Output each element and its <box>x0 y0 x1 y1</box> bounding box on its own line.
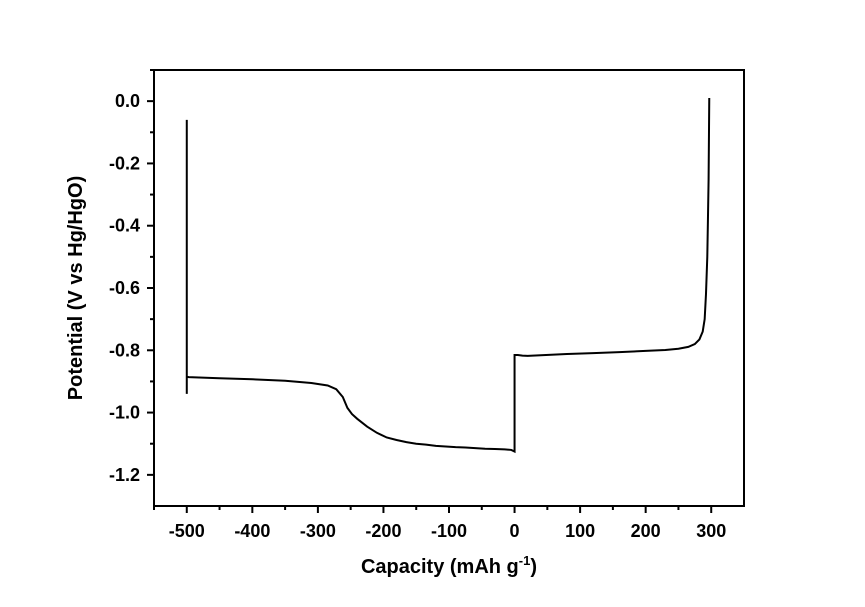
x-tick-label: 200 <box>631 521 661 541</box>
x-tick-label: -100 <box>431 521 467 541</box>
y-tick-label: -1.2 <box>109 465 140 485</box>
data-line <box>185 98 711 454</box>
y-tick-label: -1.0 <box>109 403 140 423</box>
y-tick-label: -0.4 <box>109 216 140 236</box>
x-axis: -500 -400 -300 -200 -100 0 100 200 300 <box>153 506 726 541</box>
y-tick-label: 0.0 <box>115 91 140 111</box>
plot-frame <box>153 69 745 507</box>
x-tick-label: 100 <box>565 521 595 541</box>
x-tick-label: -300 <box>300 521 336 541</box>
x-tick-label: 300 <box>696 521 726 541</box>
x-axis-title: Capacity (mAh g-1) <box>361 553 537 578</box>
x-tick-label: 0 <box>510 521 520 541</box>
y-tick-label: -0.2 <box>109 153 140 173</box>
y-tick-label: -0.6 <box>109 278 140 298</box>
y-axis: 0.0 -0.2 -0.4 -0.6 -0.8 -1.0 -1.2 <box>109 69 154 485</box>
x-tick-label: -500 <box>169 521 205 541</box>
y-tick-label: -0.8 <box>109 340 140 360</box>
y-axis-title: Potential (V vs Hg/HgO) <box>65 176 87 400</box>
x-tick-label: -400 <box>234 521 270 541</box>
x-tick-label: -200 <box>365 521 401 541</box>
